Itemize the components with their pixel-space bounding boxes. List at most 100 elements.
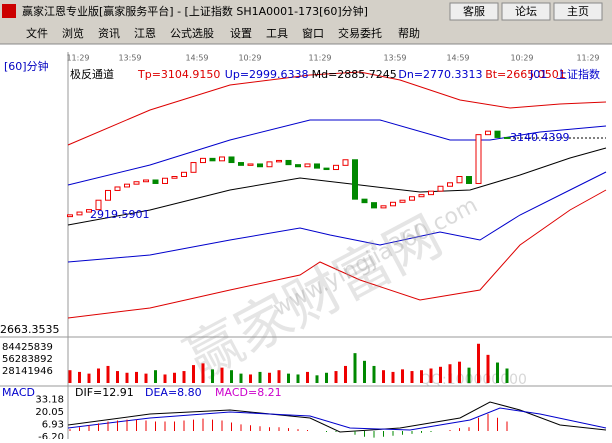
menu-item[interactable]: 设置 — [230, 27, 252, 40]
volume-bar — [201, 363, 205, 383]
macd-tick: -6.20 — [38, 432, 64, 439]
menu-item[interactable]: 江恩 — [134, 27, 156, 40]
volume-bar — [173, 372, 176, 383]
indicator-param: Bt=2665.0501 — [485, 68, 566, 81]
chart: [60]分钟 2919.5901 3140.4399 2663.3535 MAC… — [0, 52, 612, 443]
candle — [456, 176, 463, 184]
indicator-tail: J01 — [529, 68, 547, 81]
menu-item[interactable]: 浏览 — [62, 26, 84, 40]
volume-bar — [87, 373, 91, 383]
volume-bar — [135, 371, 138, 383]
macd-tick: 6.93 — [42, 419, 64, 430]
volume-bar — [344, 365, 347, 383]
time-label: 13:59 — [118, 54, 141, 63]
menu-item[interactable]: 资讯 — [98, 27, 120, 40]
volume-bar — [372, 365, 376, 383]
volume-bar — [258, 371, 262, 383]
volume-bar — [420, 370, 423, 383]
button-label[interactable]: 主页 — [567, 5, 589, 18]
candle — [238, 162, 244, 166]
button[interactable] — [501, 2, 551, 21]
volume-bar — [192, 365, 195, 383]
volume-bar — [391, 371, 395, 383]
volume-bar — [106, 365, 110, 383]
candle — [371, 202, 377, 209]
candle — [342, 159, 349, 166]
candle — [390, 201, 396, 207]
menu-bar — [0, 22, 612, 44]
candle — [181, 171, 187, 178]
volume-bar — [211, 369, 214, 383]
volume-bar — [154, 370, 157, 383]
candle — [380, 205, 387, 209]
macd-label: MACD=8.21 — [215, 386, 282, 399]
volume-tick: 28141946 — [2, 366, 53, 377]
volume-bar — [439, 366, 442, 383]
button-label[interactable]: 客服 — [463, 4, 485, 18]
button[interactable] — [553, 2, 603, 21]
dif-label: DIF=12.91 — [75, 386, 134, 399]
indicator-param: Tp=3104.9150 — [137, 68, 220, 81]
candle — [418, 194, 425, 198]
candle — [124, 183, 130, 188]
volume-bar — [458, 361, 461, 383]
candle — [105, 189, 111, 201]
candle — [266, 161, 273, 168]
dea-label: DEA=8.80 — [145, 386, 202, 399]
volume-bar — [68, 370, 72, 383]
volume-bar — [268, 372, 271, 383]
menu-item[interactable]: 帮助 — [398, 26, 420, 40]
time-label: 10:29 — [238, 54, 261, 63]
volume-bar — [116, 371, 119, 383]
candle — [361, 198, 368, 204]
symbol: 上证指数 — [556, 67, 600, 81]
volume-tick: 84425839 — [2, 342, 53, 353]
candle — [466, 176, 472, 184]
time-label: 14:59 — [446, 54, 469, 63]
volume-bar — [467, 367, 471, 383]
volume-bar — [230, 370, 233, 383]
indicator-name: 极反通道 — [70, 67, 114, 81]
candle — [409, 196, 415, 201]
volume-bar — [220, 367, 224, 383]
volume-bar — [277, 370, 281, 383]
candle — [190, 162, 197, 173]
time-label: 13:59 — [383, 54, 406, 63]
button-label[interactable]: 论坛 — [515, 4, 537, 18]
volume-bar — [334, 371, 338, 383]
candle — [143, 179, 149, 183]
candle — [67, 214, 73, 218]
window-title: 赢家江恩专业版[赢家服务平台] - [上证指数 SH1A0001-173[60]… — [22, 4, 368, 18]
menu-item[interactable]: 交易委托 — [338, 26, 382, 40]
watermark: QQ:100000000 — [420, 372, 527, 388]
menu-item[interactable]: 公式选股 — [170, 27, 214, 40]
band-bottom — [67, 189, 607, 319]
menu-item[interactable]: 窗口 — [302, 26, 324, 40]
candle — [219, 156, 225, 162]
macd-tick: 20.05 — [35, 407, 64, 418]
price-label: 2663.3535 — [0, 323, 60, 336]
time-label: 14:59 — [185, 54, 208, 63]
candle — [228, 156, 235, 164]
indicator-param: Up=2999.6338 — [225, 68, 309, 81]
menu-item[interactable]: 工具 — [266, 27, 288, 40]
candle — [447, 182, 453, 187]
indicator-param: Md=2885.7245 — [312, 68, 397, 81]
menu: 文件 浏览 资讯 江恩 公式选股 设置 工具 窗口 交易委托 帮助 — [26, 26, 420, 40]
candle — [114, 186, 121, 191]
volume-bar — [296, 374, 300, 383]
button[interactable] — [449, 2, 499, 21]
volume-bar — [382, 370, 385, 383]
volume-bar — [315, 375, 319, 383]
period: [60]分钟 — [4, 59, 49, 73]
indicator-param: Dn=2770.3313 — [398, 68, 482, 81]
band-mid — [67, 147, 607, 226]
volume-bar — [144, 373, 148, 383]
candle — [76, 211, 83, 216]
candle — [323, 167, 330, 171]
candle — [209, 157, 216, 162]
candle — [276, 159, 282, 163]
menu-item[interactable]: 文件 — [26, 26, 48, 40]
candle — [437, 185, 444, 192]
